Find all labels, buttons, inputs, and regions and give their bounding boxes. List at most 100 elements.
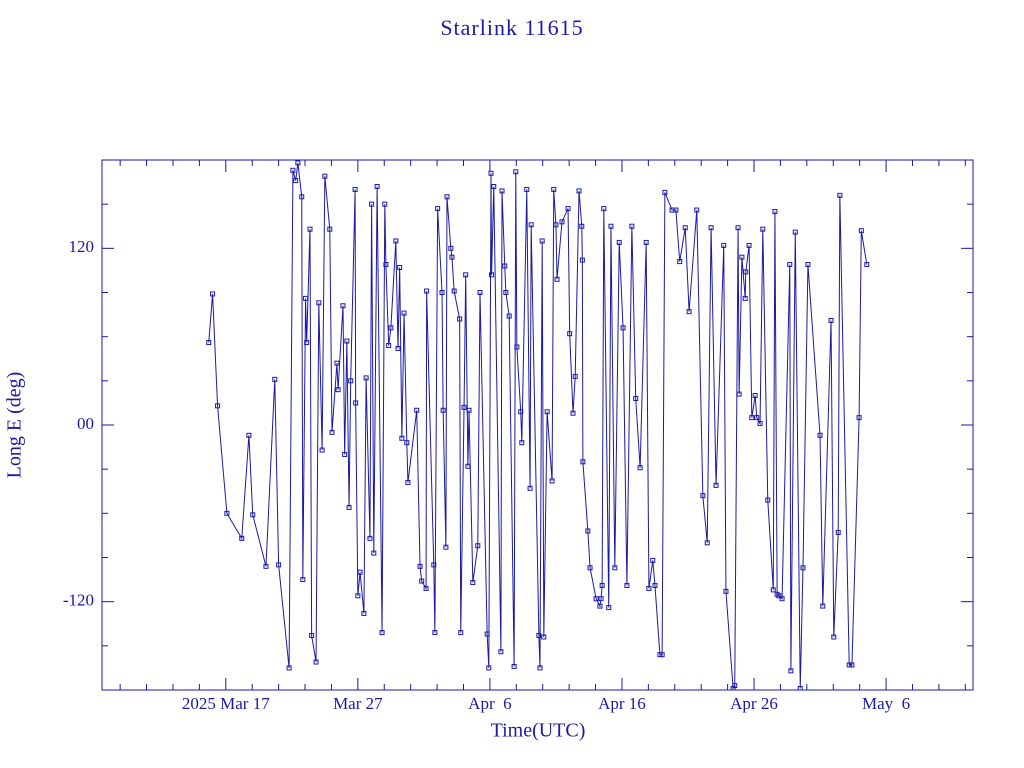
data-point — [423, 585, 429, 591]
data-point — [736, 391, 742, 397]
data-point — [551, 186, 557, 192]
data-point — [743, 269, 749, 275]
data-point — [246, 432, 252, 438]
data-point — [837, 192, 843, 198]
data-point — [357, 569, 363, 575]
data-point — [721, 242, 727, 248]
data-point — [846, 662, 852, 668]
data-point — [431, 562, 437, 568]
data-point — [491, 184, 497, 189]
data-point — [386, 343, 392, 348]
data-point — [633, 396, 639, 401]
data-point — [518, 409, 524, 415]
x-tick-label: 2025 Mar 17 — [182, 694, 270, 713]
data-point — [541, 634, 547, 640]
data-point — [457, 316, 463, 322]
data-point — [739, 254, 745, 260]
data-point — [369, 201, 375, 207]
data-point — [399, 435, 405, 441]
data-point — [355, 593, 361, 599]
data-point — [708, 225, 714, 231]
data-point — [352, 186, 358, 192]
data-point — [393, 238, 399, 244]
data-point — [554, 276, 560, 282]
data-point — [414, 407, 420, 413]
data-point — [746, 242, 752, 248]
data-point — [593, 596, 599, 602]
data-point — [435, 206, 441, 212]
data-point — [579, 223, 585, 229]
data-point — [361, 610, 367, 616]
data-point — [805, 262, 811, 268]
data-point — [686, 309, 692, 315]
data-point — [757, 421, 763, 427]
data-point — [765, 497, 771, 503]
data-point — [346, 504, 352, 510]
data-point — [553, 222, 559, 228]
data-point — [210, 291, 216, 297]
data-point — [637, 465, 643, 471]
data-point — [662, 189, 668, 195]
data-point — [299, 194, 305, 200]
data-point — [458, 630, 464, 636]
data-point — [499, 188, 505, 194]
data-point — [752, 393, 758, 399]
data-point — [779, 596, 785, 602]
data-point — [401, 310, 407, 316]
data-point — [835, 529, 841, 535]
data-point — [489, 272, 495, 278]
data-point — [484, 631, 490, 637]
data-point — [742, 295, 748, 301]
data-point — [503, 290, 509, 295]
data-point — [754, 415, 760, 421]
data-point — [470, 580, 476, 586]
data-point — [788, 668, 794, 674]
data-point — [828, 317, 834, 323]
data-point — [465, 463, 471, 469]
data-point — [585, 528, 591, 534]
y-tick-label: 00 — [77, 414, 94, 433]
data-point — [700, 493, 706, 499]
data-point — [444, 194, 450, 200]
data-point — [732, 683, 738, 689]
data-point — [463, 272, 469, 278]
data-point — [549, 478, 555, 484]
data-point — [587, 565, 593, 571]
data-point — [353, 400, 359, 406]
data-line — [208, 162, 868, 690]
data-point — [329, 429, 335, 435]
data-point — [502, 263, 508, 269]
data-point — [342, 451, 348, 457]
data-point — [486, 665, 492, 671]
data-point — [598, 596, 604, 602]
data-point — [570, 410, 576, 416]
plot-area — [206, 160, 870, 690]
data-point — [449, 254, 455, 260]
data-point — [440, 407, 446, 413]
data-point — [580, 459, 586, 465]
data-point — [524, 186, 530, 192]
data-point — [849, 662, 855, 668]
data-point — [250, 512, 256, 518]
data-point — [432, 630, 438, 636]
data-point — [395, 345, 401, 351]
x-axis-label: Time(UTC) — [491, 720, 586, 742]
data-point — [313, 659, 319, 665]
data-point — [475, 543, 481, 549]
data-point — [335, 387, 341, 393]
data-point — [405, 479, 411, 485]
data-point — [760, 226, 766, 232]
data-point — [448, 245, 454, 251]
data-point — [397, 264, 403, 270]
data-point — [612, 565, 618, 571]
data-point — [601, 206, 607, 212]
data-point — [567, 331, 573, 337]
data-point — [498, 649, 504, 655]
data-point — [831, 634, 837, 640]
y-tick-label: -120 — [63, 591, 94, 610]
data-point — [858, 228, 864, 234]
data-point — [303, 295, 309, 301]
data-point — [367, 535, 373, 541]
data-point — [787, 262, 793, 268]
x-tick-label: Apr 6 — [468, 694, 511, 713]
